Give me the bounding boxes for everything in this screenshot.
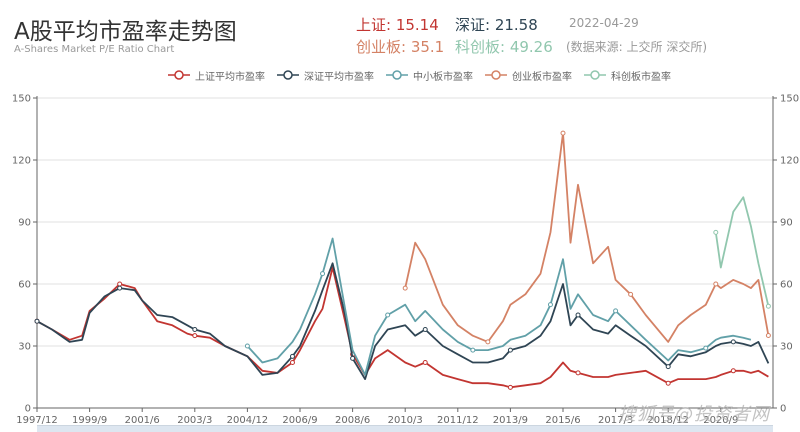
legend-label: 中小板市盈率 <box>413 71 473 83</box>
y-tick-label: 120 <box>12 156 31 167</box>
data-point[interactable] <box>713 281 719 287</box>
watermark: 搜狐号@投资者网 <box>618 404 770 425</box>
data-point[interactable] <box>289 353 295 359</box>
data-point[interactable] <box>470 347 476 353</box>
stat-shanghai-pe: 上证: 15.14 <box>356 16 439 34</box>
x-tick-label: 2013/9 <box>493 415 528 426</box>
y-tick-label: 150 <box>12 94 31 105</box>
data-point[interactable] <box>575 312 581 318</box>
x-tick-label: 2015/6 <box>545 415 580 426</box>
legend-label: 创业板市盈率 <box>512 71 572 83</box>
data-point[interactable] <box>765 332 771 338</box>
legend-line-circle-icon <box>386 70 408 80</box>
data-point[interactable] <box>507 384 513 390</box>
chart-legend: 上证平均市盈率 深证平均市盈率 中小板市盈率 创业板市盈率 科创板市盈率 <box>168 66 683 84</box>
data-point[interactable] <box>244 343 250 349</box>
data-point[interactable] <box>34 318 40 324</box>
data-point[interactable] <box>665 364 671 370</box>
y-tick-label-right: 120 <box>780 156 799 167</box>
y-tick-label: 0 <box>25 404 31 415</box>
y-tick-label-right: 0 <box>780 404 786 415</box>
data-point[interactable] <box>485 339 491 345</box>
data-point[interactable] <box>575 370 581 376</box>
data-point[interactable] <box>192 333 198 339</box>
y-tick-label-right: 90 <box>780 218 793 229</box>
legend-item-0[interactable]: 上证平均市盈率 <box>168 68 265 83</box>
stat-shenzhen-pe: 深证: 21.58 <box>455 16 538 34</box>
data-point[interactable] <box>422 326 428 332</box>
x-tick-label: 2006/9 <box>282 415 317 426</box>
data-point[interactable] <box>730 339 736 345</box>
x-tick-label: 1997/12 <box>16 415 58 426</box>
x-tick-label: 2008/6 <box>335 415 370 426</box>
series-line-1[interactable] <box>36 262 770 380</box>
x-tick-label: 2010/3 <box>388 415 423 426</box>
x-tick-label: 2011/12 <box>437 415 479 426</box>
page-title: A股平均市盈率走势图 <box>14 19 237 45</box>
legend-line-circle-icon <box>485 70 507 80</box>
y-tick-label-right: 30 <box>780 342 793 353</box>
data-point[interactable] <box>117 285 123 291</box>
legend-label: 上证平均市盈率 <box>195 71 265 83</box>
data-date: 2022-04-29 <box>569 16 639 30</box>
series-line-0[interactable] <box>36 266 769 389</box>
legend-item-2[interactable]: 中小板市盈率 <box>386 68 473 83</box>
data-point[interactable] <box>730 368 736 374</box>
data-point[interactable] <box>628 291 634 297</box>
stat-chinext-pe: 创业板: 35.1 <box>356 38 445 56</box>
y-tick-label-right: 150 <box>780 94 799 105</box>
data-point[interactable] <box>320 271 326 277</box>
y-tick-label-right: 60 <box>780 280 793 291</box>
legend-line-circle-icon <box>277 70 299 80</box>
x-tick-label: 1999/9 <box>72 415 107 426</box>
legend-line-circle-icon <box>168 70 190 80</box>
x-tick-label: 2020/9 <box>703 415 738 426</box>
data-point[interactable] <box>422 360 428 366</box>
series-line-4[interactable] <box>714 196 770 307</box>
data-point[interactable] <box>547 302 553 308</box>
data-point[interactable] <box>560 130 566 136</box>
page-subtitle: A-Shares Market P/E Ratio Chart <box>14 44 175 55</box>
data-point[interactable] <box>665 380 671 386</box>
data-point[interactable] <box>350 355 356 361</box>
data-point[interactable] <box>765 303 771 309</box>
x-tick-label: 2017/3 <box>598 415 633 426</box>
x-tick-label: 2004/12 <box>227 415 269 426</box>
legend-line-circle-icon <box>584 70 606 80</box>
data-source: (数据来源: 上交所 深交所) <box>566 40 708 54</box>
data-point[interactable] <box>703 345 709 351</box>
y-tick-label: 30 <box>18 342 31 353</box>
legend-item-1[interactable]: 深证平均市盈率 <box>277 68 374 83</box>
y-tick-label: 90 <box>18 218 31 229</box>
legend-label: 深证平均市盈率 <box>304 71 374 83</box>
series-line-3[interactable] <box>404 132 770 343</box>
x-tick-label: 2003/3 <box>177 415 212 426</box>
legend-label: 科创板市盈率 <box>611 71 671 83</box>
x-tick-label: 2001/6 <box>125 415 160 426</box>
data-point[interactable] <box>385 312 391 318</box>
data-point[interactable] <box>402 285 408 291</box>
stat-star-market-pe: 科创板: 49.26 <box>455 38 553 56</box>
data-point[interactable] <box>117 281 123 287</box>
data-point[interactable] <box>192 326 198 332</box>
data-point[interactable] <box>507 347 513 353</box>
data-zoom-slider[interactable] <box>37 425 773 432</box>
legend-item-3[interactable]: 创业板市盈率 <box>485 68 572 83</box>
series-line-2[interactable] <box>246 237 752 376</box>
data-point[interactable] <box>613 308 619 314</box>
x-tick-label: 2018/12 <box>647 415 689 426</box>
y-tick-label: 60 <box>18 280 31 291</box>
legend-item-4[interactable]: 科创板市盈率 <box>584 68 671 83</box>
data-point[interactable] <box>289 360 295 366</box>
data-point[interactable] <box>713 229 719 235</box>
